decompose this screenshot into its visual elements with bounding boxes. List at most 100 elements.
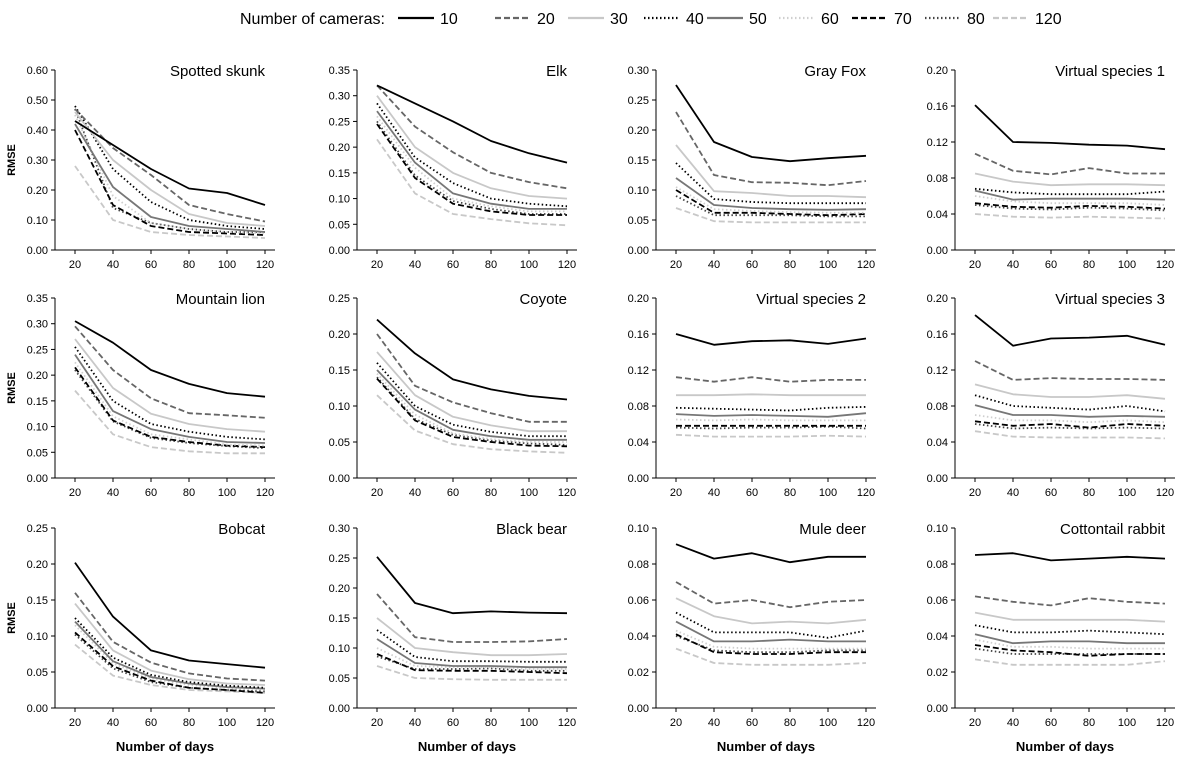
x-tick-label: 20 <box>969 717 981 729</box>
y-tick-label: 0.20 <box>329 142 350 154</box>
x-tick-label: 40 <box>708 259 720 271</box>
x-tick-label: 80 <box>784 487 796 499</box>
y-tick-label: 0.00 <box>329 473 350 485</box>
series-line <box>376 115 567 213</box>
x-tick-label: 120 <box>256 259 274 271</box>
series-line <box>74 120 266 206</box>
legend-item: 120 <box>993 11 1062 28</box>
legend-item: 30 <box>568 11 628 28</box>
series-line <box>974 624 1166 636</box>
series-line <box>376 617 568 657</box>
series-line <box>974 633 1165 645</box>
x-tick-label: 60 <box>145 259 157 271</box>
panel-title: Virtual species 1 <box>1055 63 1165 80</box>
x-tick-label: 60 <box>145 717 157 729</box>
chart-panel: 0.00 0.05 0.10 0.15 0.20 0.25 0.30 20 40 60 80 100 1… <box>329 521 577 754</box>
y-tick-label: 0.20 <box>329 583 350 595</box>
legend-title: Number of cameras: <box>240 11 385 28</box>
y-tick-label: 0.25 <box>329 293 350 305</box>
series-line <box>675 84 867 163</box>
series-line <box>74 562 266 669</box>
series-line <box>376 394 568 454</box>
x-tick-label: 20 <box>69 487 81 499</box>
x-tick-label: 120 <box>256 717 274 729</box>
series-line <box>974 552 1166 562</box>
x-tick-label: 120 <box>857 259 875 271</box>
panel-title: Cottontail rabbit <box>1060 521 1166 538</box>
series-line <box>974 202 1166 210</box>
series-line <box>675 597 867 625</box>
x-tick-label: 120 <box>1156 717 1174 729</box>
y-tick-label: 0.16 <box>628 329 649 341</box>
x-tick-label: 80 <box>1083 259 1095 271</box>
y-tick-label: 0.15 <box>329 365 350 377</box>
series-line <box>376 369 567 441</box>
x-tick-label: 100 <box>1118 487 1136 499</box>
series-line <box>675 418 866 422</box>
panel-title: Mule deer <box>799 521 866 538</box>
series-line <box>974 638 1165 650</box>
x-tick-label: 80 <box>183 717 195 729</box>
y-tick-label: 0.10 <box>27 215 48 227</box>
x-tick-label: 100 <box>520 487 538 499</box>
y-tick-label: 0.00 <box>628 245 649 257</box>
series-line <box>974 658 1166 666</box>
x-tick-label: 40 <box>708 487 720 499</box>
y-tick-label: 0.25 <box>329 553 350 565</box>
y-tick-label: 0.05 <box>27 447 48 459</box>
series-line <box>974 394 1166 413</box>
y-tick-label: 0.05 <box>628 215 649 227</box>
y-tick-label: 0.35 <box>329 65 350 77</box>
x-tick-label: 20 <box>69 259 81 271</box>
series-line <box>376 333 567 423</box>
chart-panel: 0.00 0.05 0.10 0.15 0.20 0.25 0.30 0.35 20 40 60 80… <box>6 291 275 499</box>
series-line <box>675 186 866 214</box>
legend-label: 70 <box>894 11 912 28</box>
series-line <box>376 655 567 672</box>
series-line <box>74 338 266 433</box>
y-tick-label: 0.04 <box>628 631 649 643</box>
x-tick-label: 20 <box>69 717 81 729</box>
panels: 0.00 0.10 0.20 0.30 0.40 0.50 0.60 20 40 60 80 100 1… <box>6 63 1175 754</box>
y-tick-label: 0.20 <box>27 559 48 571</box>
legend-item: 20 <box>495 11 555 28</box>
x-tick-label: 20 <box>969 487 981 499</box>
panel-title: Coyote <box>519 291 567 308</box>
y-tick-label: 0.10 <box>27 422 48 434</box>
y-tick-label: 0.00 <box>329 245 350 257</box>
x-tick-label: 100 <box>819 259 837 271</box>
x-tick-label: 40 <box>409 717 421 729</box>
chart-panel: 0.00 0.02 0.04 0.06 0.08 0.10 20 40 60 80 100 120 Mu… <box>628 521 876 754</box>
series-line <box>74 390 265 455</box>
x-axis-title: Number of days <box>116 739 214 754</box>
series-line <box>974 430 1166 440</box>
y-tick-label: 0.10 <box>628 185 649 197</box>
y-axis-title: RMSE <box>6 144 18 176</box>
y-tick-label: 0.05 <box>329 437 350 449</box>
series-line <box>974 595 1166 607</box>
series-line <box>675 144 867 199</box>
x-tick-label: 40 <box>409 259 421 271</box>
series-line <box>675 162 866 205</box>
legend-label: 30 <box>610 11 628 28</box>
y-tick-label: 0.10 <box>628 523 649 535</box>
x-tick-label: 40 <box>409 487 421 499</box>
series-line <box>974 104 1166 151</box>
y-tick-label: 0.12 <box>927 365 948 377</box>
chart-panel: 0.00 0.04 0.08 0.12 0.16 0.20 20 40 60 80 100 120 Vi… <box>927 63 1175 271</box>
y-tick-label: 0.04 <box>628 437 649 449</box>
series-line <box>74 320 266 398</box>
series-line <box>376 84 568 190</box>
y-tick-label: 0.16 <box>927 329 948 341</box>
x-tick-label: 60 <box>746 259 758 271</box>
y-tick-label: 0.04 <box>927 209 948 221</box>
series-line <box>74 643 266 694</box>
chart-panel: 0.00 0.04 0.08 0.12 0.16 0.20 20 40 60 80 100 120 Vi… <box>628 291 876 499</box>
y-tick-label: 0.20 <box>329 329 350 341</box>
series-line <box>675 406 867 412</box>
y-tick-label: 0.60 <box>27 65 48 77</box>
y-tick-label: 0.05 <box>27 667 48 679</box>
x-tick-label: 100 <box>218 717 236 729</box>
y-tick-label: 0.12 <box>927 137 948 149</box>
series-line <box>974 644 1165 657</box>
